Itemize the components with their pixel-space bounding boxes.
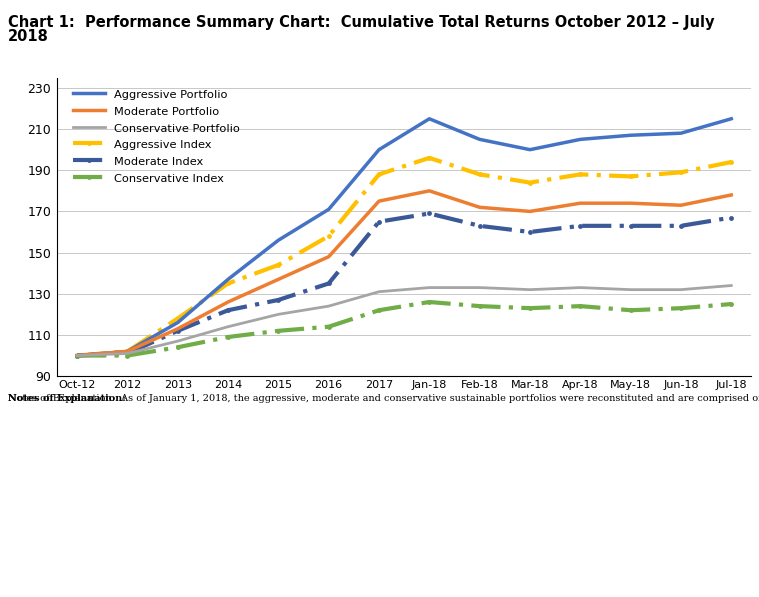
Legend: Aggressive Portfolio, Moderate Portfolio, Conservative Portfolio, Aggressive Ind: Aggressive Portfolio, Moderate Portfolio… bbox=[70, 85, 244, 187]
Text: Notes of Explanation:  As of January 1, 2018, the aggressive, moderate and conse: Notes of Explanation: As of January 1, 2… bbox=[8, 394, 759, 403]
Text: Chart 1:  Performance Summary Chart:  Cumulative Total Returns October 2012 – Ju: Chart 1: Performance Summary Chart: Cumu… bbox=[8, 15, 714, 30]
Text: 2018: 2018 bbox=[8, 29, 49, 44]
Text: Notes of Explanation:: Notes of Explanation: bbox=[8, 394, 125, 403]
